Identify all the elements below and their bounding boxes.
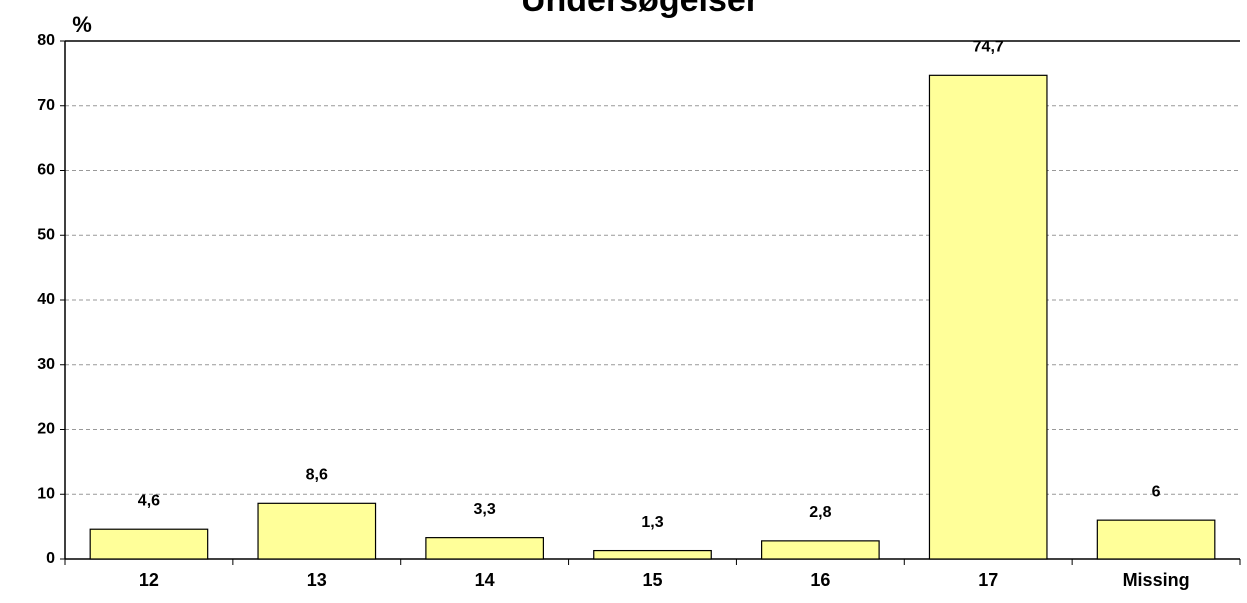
y-tick-label: 0 bbox=[46, 550, 55, 567]
data-label: 3,3 bbox=[474, 501, 496, 518]
x-tick-label: 14 bbox=[475, 570, 495, 590]
x-tick-label: Missing bbox=[1123, 570, 1190, 590]
chart-title: Undersøgelser bbox=[521, 0, 759, 19]
x-tick-label: 16 bbox=[810, 570, 830, 590]
bar bbox=[89, 528, 209, 560]
x-tick-label: 13 bbox=[307, 570, 327, 590]
y-tick-label: 50 bbox=[37, 226, 55, 243]
bar bbox=[257, 502, 377, 560]
data-label: 4,6 bbox=[138, 492, 160, 509]
bar bbox=[1096, 519, 1216, 560]
bar bbox=[593, 549, 712, 560]
y-tick-label: 20 bbox=[37, 421, 55, 438]
y-axis-label: % bbox=[72, 12, 92, 37]
y-tick-label: 30 bbox=[37, 356, 55, 373]
y-tick-label: 70 bbox=[37, 97, 55, 114]
bar bbox=[425, 537, 544, 560]
y-tick-label: 60 bbox=[37, 162, 55, 179]
y-tick-label: 10 bbox=[37, 485, 55, 502]
x-tick-label: 15 bbox=[642, 570, 662, 590]
y-tick-label: 80 bbox=[37, 32, 55, 49]
x-tick-label: 12 bbox=[139, 570, 159, 590]
bar bbox=[928, 74, 1048, 560]
x-tick-label: 17 bbox=[978, 570, 998, 590]
data-label: 74,7 bbox=[973, 39, 1004, 56]
y-tick-label: 40 bbox=[37, 291, 55, 308]
data-label: 6 bbox=[1152, 483, 1161, 500]
data-label: 2,8 bbox=[809, 504, 831, 521]
data-label: 1,3 bbox=[641, 514, 663, 531]
data-label: 8,6 bbox=[306, 467, 328, 484]
bar bbox=[761, 540, 880, 560]
